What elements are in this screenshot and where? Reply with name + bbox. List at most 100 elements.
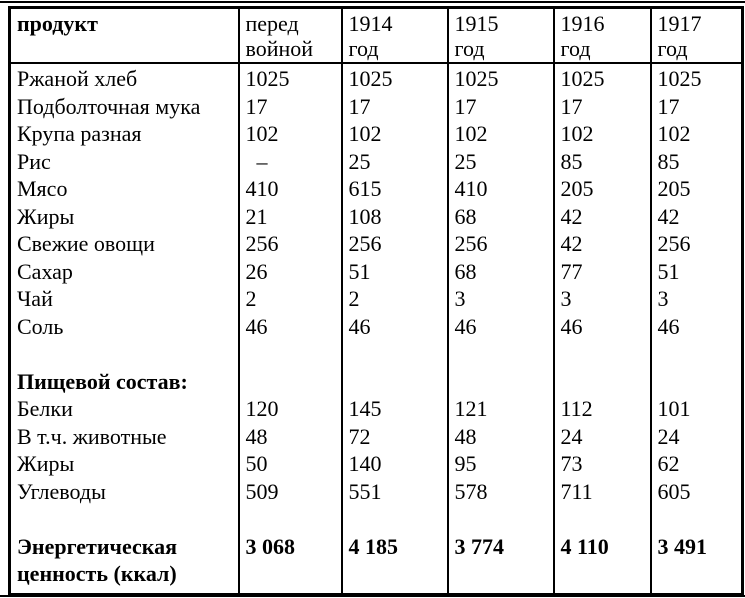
row-value-1914: 17	[340, 92, 448, 120]
row-label: Углеводы	[17, 478, 106, 504]
row-value-1914: 102	[340, 120, 448, 148]
table-row	[10, 340, 743, 368]
row-label: Пищевой состав:	[17, 368, 188, 394]
row-value-1915: 95	[446, 450, 554, 478]
row-value-1915: 121	[446, 395, 554, 423]
row-value-1914	[340, 367, 448, 395]
row-value-1917: 42	[649, 202, 743, 230]
row-value-before-war	[237, 340, 342, 368]
row-value-1917	[649, 367, 743, 395]
row-value-before-war: 410	[237, 175, 342, 203]
row-label: Соль	[17, 313, 64, 339]
row-label: Ржаной хлеб	[17, 66, 138, 91]
row-label: Белки	[17, 396, 73, 421]
row-value-before-war: 17	[237, 92, 342, 120]
table-row: Чай 2 2 3 3 3	[10, 285, 743, 313]
table-row: Жиры 50 140 95 73 62	[10, 450, 743, 478]
row-value-1916: 42	[552, 202, 651, 230]
row-label: Сахар	[17, 258, 73, 284]
row-value-before-war: 509	[237, 477, 342, 505]
row-value-1917: 102	[649, 120, 743, 148]
row-value-1914: 1025	[340, 63, 448, 93]
row-value-1916: 102	[552, 120, 651, 148]
row-value-1917: 605	[649, 477, 743, 505]
row-value-before-war	[237, 505, 342, 533]
row-value-1914: 51	[340, 257, 448, 285]
row-value-1916: 205	[552, 175, 651, 203]
row-value-before-war: 102	[237, 120, 342, 148]
row-value-1916: 46	[552, 312, 651, 340]
table-row: Энергетическая ценность (ккал) 3 068 4 1…	[10, 532, 743, 594]
table-row: В т.ч. животные 48 72 48 24 24	[10, 422, 743, 450]
header-year-1914: 1914 год	[340, 7, 448, 64]
row-value-1916	[552, 505, 651, 533]
row-value-1917: 62	[649, 450, 743, 478]
row-value-1915: 25	[446, 147, 554, 175]
table-row: Пищевой состав:	[10, 367, 743, 395]
header-row: продукт перед войной 1914 год 1915 год 1…	[9, 7, 743, 64]
row-value-1914: 256	[340, 230, 448, 258]
row-value-1915	[446, 505, 554, 533]
row-value-1915: 1025	[446, 63, 554, 93]
row-value-1914: 4 185	[340, 532, 448, 594]
row-value-1917	[649, 505, 743, 533]
table-row: Подболточная мука 17 17 17 17 17	[10, 92, 743, 120]
row-value-before-war: 2	[237, 285, 342, 313]
row-value-1917: 3	[649, 285, 743, 313]
row-label: Крупа разная	[17, 121, 142, 146]
table-row: Углеводы 509 551 578 711 605	[10, 477, 743, 505]
row-value-1917: 205	[649, 175, 743, 203]
row-label: Мясо	[17, 176, 68, 201]
row-value-1915: 410	[446, 175, 554, 203]
row-value-1914: 108	[340, 202, 448, 230]
row-value-1914	[340, 505, 448, 533]
row-value-1917: 17	[649, 92, 743, 120]
row-value-1916: 711	[552, 477, 651, 505]
row-value-1914: 140	[340, 450, 448, 478]
row-value-1915: 578	[446, 477, 554, 505]
header-year-1916: 1916 год	[552, 7, 651, 64]
row-value-1915: 17	[446, 92, 554, 120]
row-value-before-war: 50	[237, 450, 342, 478]
table-row: Рис – 25 25 85 85	[10, 147, 743, 175]
row-value-1915: 68	[446, 257, 554, 285]
header-product: продукт	[9, 7, 239, 64]
row-label: Жиры	[17, 203, 75, 229]
row-value-before-war: 1025	[237, 63, 342, 93]
row-value-before-war: 48	[237, 422, 342, 450]
row-value-1915: 256	[446, 230, 554, 258]
row-value-1917: 85	[649, 147, 743, 175]
table-row: Свежие овощи 256 256 256 42 256	[10, 230, 743, 258]
row-value-before-war: –	[237, 147, 342, 175]
row-value-1916: 73	[552, 450, 651, 478]
table-row: Ржаной хлеб 1025 1025 1025 1025 1025	[10, 63, 743, 93]
row-label: Свежие овощи	[17, 231, 155, 256]
row-value-before-war: 256	[237, 230, 342, 258]
table-row: Сахар 26 51 68 77 51	[10, 257, 743, 285]
row-value-1917: 256	[649, 230, 743, 258]
row-value-1915	[446, 367, 554, 395]
row-value-before-war: 46	[237, 312, 342, 340]
row-value-1914: 25	[340, 147, 448, 175]
row-label	[10, 505, 239, 533]
row-value-1914	[340, 340, 448, 368]
top-rule	[0, 1, 745, 3]
row-value-1914: 551	[340, 477, 448, 505]
row-value-1914: 72	[340, 422, 448, 450]
row-value-1916: 24	[552, 422, 651, 450]
row-value-1916	[552, 340, 651, 368]
row-label: Рис	[17, 148, 51, 174]
row-value-1917: 101	[649, 395, 743, 423]
table-row: Белки 120 145 121 112 101	[10, 395, 743, 423]
row-value-before-war: 26	[237, 257, 342, 285]
row-value-1915: 46	[446, 312, 554, 340]
row-value-1917: 1025	[649, 63, 743, 93]
row-label: Энергетическая ценность (ккал)	[17, 533, 177, 587]
row-value-1917: 51	[649, 257, 743, 285]
row-value-1915	[446, 340, 554, 368]
row-value-before-war: 120	[237, 395, 342, 423]
bottom-rule	[0, 595, 745, 597]
row-value-1916: 85	[552, 147, 651, 175]
row-value-1915: 68	[446, 202, 554, 230]
table-row	[10, 505, 743, 533]
